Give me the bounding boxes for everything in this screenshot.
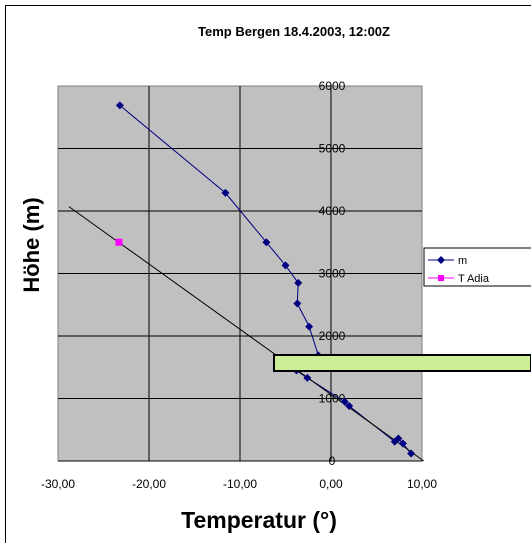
x-tick-label: -10,00 xyxy=(223,477,257,491)
x-axis-label: Temperatur (°) xyxy=(181,507,337,533)
x-tick-labels: -30,00 -20,00 -10,00 0,00 10,00 xyxy=(41,477,437,491)
data-point xyxy=(293,299,302,308)
x-tick-label: -30,00 xyxy=(41,477,75,491)
legend: m T Adia xyxy=(423,247,531,287)
x-tick-label: 10,00 xyxy=(407,477,437,491)
highlight-band xyxy=(273,354,531,372)
data-point xyxy=(303,373,312,382)
x-tick-label: -20,00 xyxy=(132,477,166,491)
data-point xyxy=(281,261,290,270)
data-point xyxy=(221,188,230,197)
series-points xyxy=(115,101,416,458)
legend-marker-m xyxy=(437,256,445,264)
data-point xyxy=(115,101,124,110)
y-tick-labels: 0 1000 2000 3000 4000 5000 6000 xyxy=(319,79,346,468)
y-tick-label: 5000 xyxy=(319,142,346,156)
series-line-2 xyxy=(68,206,425,462)
y-tick-label: 6000 xyxy=(319,79,346,93)
data-point xyxy=(294,278,303,287)
y-tick-label: 1000 xyxy=(319,392,346,406)
legend-marker-t-adia xyxy=(438,275,444,281)
data-point xyxy=(340,397,349,406)
y-tick-label: 2000 xyxy=(319,329,346,343)
data-point xyxy=(394,434,403,443)
y-tick-label: 4000 xyxy=(319,204,346,218)
data-point xyxy=(398,439,407,448)
data-point xyxy=(345,402,354,410)
y-axis-label: Höhe (m) xyxy=(19,197,44,292)
data-point xyxy=(115,238,123,246)
legend-label-m: m xyxy=(458,255,467,267)
x-tick-label: 0,00 xyxy=(319,477,343,491)
y-tick-label: 3000 xyxy=(319,267,346,281)
data-point xyxy=(262,238,271,247)
data-point xyxy=(407,449,416,458)
grid-lines xyxy=(58,85,422,462)
y-tick-label: 0 xyxy=(329,454,336,468)
data-point xyxy=(305,322,314,331)
chart-title: Temp Bergen 18.4.2003, 12:00Z xyxy=(198,24,390,39)
legend-label-t-adia: T Adia xyxy=(458,273,490,285)
chart-frame xyxy=(5,5,531,543)
